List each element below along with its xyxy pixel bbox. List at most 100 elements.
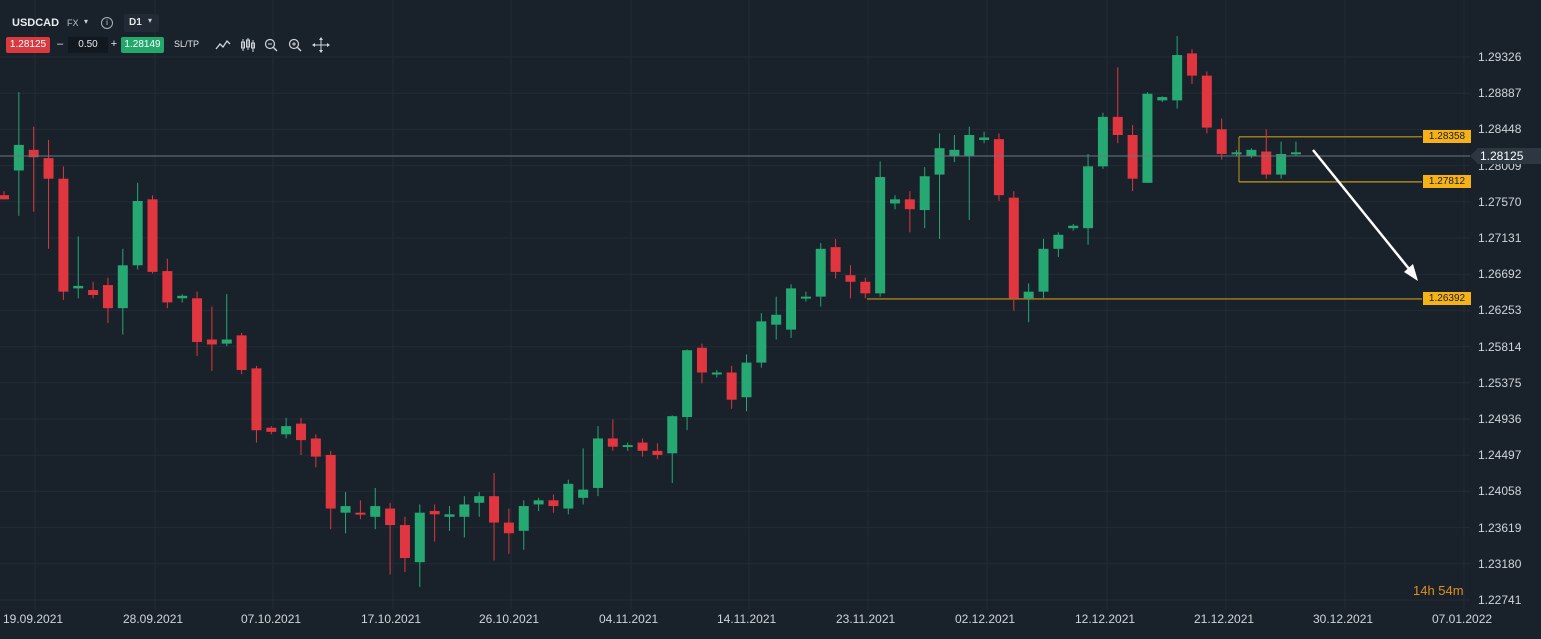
candle-bullish bbox=[533, 500, 544, 505]
market-label[interactable]: FX bbox=[67, 18, 79, 28]
candle-bullish bbox=[964, 135, 975, 157]
chevron-down-icon: ▾ bbox=[148, 16, 153, 25]
price-tick-label: 1.24058 bbox=[1478, 484, 1522, 499]
candle-bearish bbox=[607, 438, 618, 447]
candle-bullish bbox=[132, 200, 143, 266]
date-tick-label: 23.11.2021 bbox=[836, 612, 896, 626]
candle-bearish bbox=[1112, 116, 1123, 136]
date-tick-label: 04.11.2021 bbox=[599, 612, 659, 626]
candle-bullish bbox=[281, 426, 292, 435]
candle-bullish bbox=[875, 177, 886, 294]
sl-tp-button[interactable]: SL/TP bbox=[174, 39, 200, 49]
candle-bearish bbox=[1127, 135, 1138, 179]
date-tick-label: 07.10.2021 bbox=[241, 612, 302, 626]
candle-bearish bbox=[845, 275, 856, 282]
candle-bearish bbox=[429, 511, 440, 515]
info-icon[interactable]: i bbox=[101, 17, 113, 29]
candle-bearish bbox=[637, 442, 648, 451]
date-tick-label: 17.10.2021 bbox=[361, 612, 422, 626]
price-tick-label: 1.24936 bbox=[1478, 412, 1522, 426]
candle-bullish bbox=[1290, 152, 1301, 155]
level-price-tag: 1.28358 bbox=[1423, 129, 1471, 143]
date-tick-label: 26.10.2021 bbox=[479, 612, 540, 626]
candle-bullish bbox=[682, 350, 693, 418]
candle-bearish bbox=[726, 372, 737, 400]
candle-bullish bbox=[1083, 166, 1094, 229]
sell-button[interactable]: 1.28125 bbox=[6, 37, 50, 53]
candle-bearish bbox=[993, 139, 1004, 196]
timeframe-label: D1 bbox=[129, 17, 142, 28]
candle-bullish bbox=[622, 445, 633, 448]
candle-bullish bbox=[444, 514, 455, 517]
candle-bearish bbox=[489, 496, 500, 523]
candle-bearish bbox=[251, 368, 262, 431]
candle-bearish bbox=[296, 423, 306, 441]
symbol-label[interactable]: USDCAD bbox=[12, 17, 60, 29]
candle-bullish bbox=[177, 295, 188, 299]
buy-button[interactable]: 1.28149 bbox=[121, 37, 164, 53]
price-tick-label: 1.24497 bbox=[1478, 448, 1522, 463]
zoom-out-icon[interactable] bbox=[263, 37, 281, 53]
candle-bullish bbox=[563, 483, 574, 509]
price-tick-label: 1.23619 bbox=[1478, 520, 1522, 535]
date-tick-label: 28.09.2021 bbox=[123, 612, 184, 626]
candle-bullish bbox=[518, 506, 529, 531]
candle-bearish bbox=[43, 158, 54, 179]
date-tick-label: 30.12.2021 bbox=[1313, 612, 1374, 626]
candle-bullish bbox=[800, 296, 811, 299]
candle-bullish bbox=[221, 339, 232, 344]
price-tick-label: 1.25814 bbox=[1478, 339, 1522, 354]
candle-bearish bbox=[385, 508, 396, 526]
candle-bullish bbox=[949, 149, 960, 157]
candlesticks bbox=[0, 36, 1301, 587]
candle-bullish bbox=[667, 416, 678, 454]
candle-bearish bbox=[548, 500, 559, 507]
line-chart-icon[interactable] bbox=[214, 37, 232, 53]
price-tick-label: 1.25375 bbox=[1478, 375, 1522, 390]
candle-bullish bbox=[1157, 97, 1168, 101]
zoom-in-icon[interactable] bbox=[287, 37, 305, 53]
candle-bullish bbox=[474, 496, 485, 503]
candle-bullish bbox=[1097, 116, 1108, 167]
candle-bullish bbox=[771, 314, 782, 325]
candle-bullish bbox=[13, 144, 24, 171]
candle-bullish bbox=[73, 285, 84, 289]
timeframe-select[interactable]: D1 ▾ bbox=[124, 14, 159, 32]
candle-bearish bbox=[0, 195, 9, 200]
price-tick-label: 1.28448 bbox=[1478, 122, 1522, 137]
lot-increase-button[interactable]: + bbox=[110, 38, 118, 50]
candle-bearish bbox=[58, 178, 69, 292]
candle-bearish bbox=[1008, 197, 1019, 299]
forecast-arrow[interactable] bbox=[1312, 149, 1418, 281]
market-dropdown-icon[interactable]: ▾ bbox=[84, 17, 89, 26]
date-tick-label: 21.12.2021 bbox=[1194, 612, 1255, 626]
candle-bearish bbox=[102, 285, 113, 309]
candle-bearish bbox=[325, 454, 336, 509]
level-price-tag: 1.26392 bbox=[1423, 291, 1471, 305]
candle-bullish bbox=[1276, 153, 1287, 175]
candle-bullish bbox=[890, 199, 900, 204]
date-tick-label: 07.01.2022 bbox=[1432, 612, 1493, 626]
price-tick-label: 1.28887 bbox=[1478, 86, 1522, 101]
candle-bullish bbox=[741, 362, 752, 398]
price-tick-label: 1.26253 bbox=[1478, 303, 1522, 318]
candle-bullish bbox=[934, 148, 945, 175]
candle-bullish bbox=[1023, 291, 1034, 299]
candle-bearish bbox=[860, 281, 871, 294]
candle-bullish bbox=[414, 512, 425, 563]
candle-bearish bbox=[266, 427, 277, 432]
candle-bearish bbox=[1201, 75, 1212, 128]
candles-icon[interactable] bbox=[239, 37, 257, 53]
lot-decrease-button[interactable]: – bbox=[56, 38, 64, 50]
candle-bearish bbox=[355, 512, 366, 515]
horizontal-levels[interactable] bbox=[867, 136, 1422, 300]
candle-bullish bbox=[1053, 234, 1064, 249]
candle-bullish bbox=[340, 506, 351, 513]
candle-bearish bbox=[206, 339, 217, 345]
lot-size-input[interactable]: 0.50 bbox=[68, 37, 108, 53]
price-tick-label: 1.27570 bbox=[1478, 194, 1522, 209]
candle-bearish bbox=[28, 149, 39, 158]
crosshair-icon[interactable] bbox=[312, 37, 330, 53]
candle-bearish bbox=[147, 199, 158, 272]
